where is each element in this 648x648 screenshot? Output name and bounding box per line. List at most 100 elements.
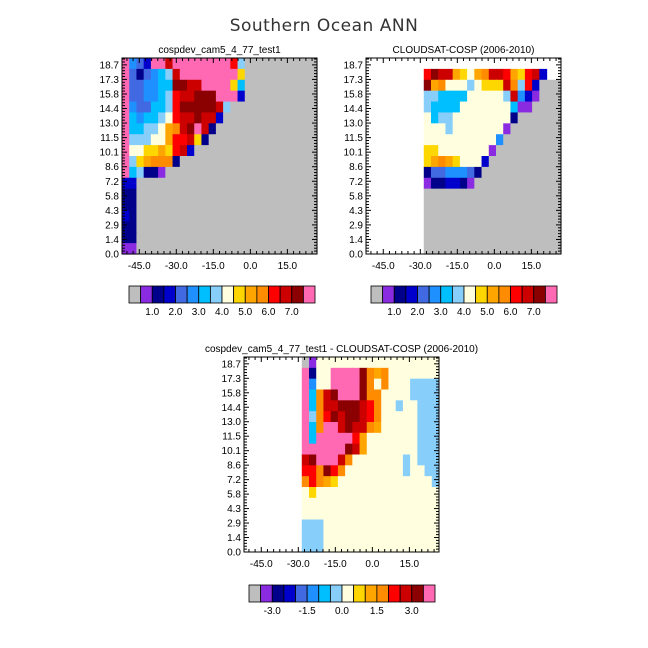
heatmap-cell xyxy=(179,188,188,201)
y-tick-label: 5.8 xyxy=(105,191,119,202)
heatmap-cell xyxy=(172,177,181,190)
heatmap-cell xyxy=(280,112,289,124)
heatmap-cell xyxy=(288,134,296,146)
heatmap-cell xyxy=(136,145,145,157)
heatmap-cell xyxy=(381,422,390,434)
heatmap-cell xyxy=(431,210,439,222)
heatmap-cell xyxy=(395,487,404,499)
heatmap-cell xyxy=(301,378,310,391)
heatmap-cell xyxy=(230,156,239,168)
heatmap-cell xyxy=(445,123,454,135)
heatmap-cell xyxy=(539,90,548,103)
panel-title: CLOUDSAT-COSP (2006-2010) xyxy=(393,45,535,56)
heatmap-cell xyxy=(187,166,195,179)
heatmap-cell xyxy=(488,123,497,135)
heatmap-cell xyxy=(179,134,188,146)
heatmap-cell xyxy=(309,177,318,190)
heatmap-cell xyxy=(424,378,433,391)
heatmap-cell xyxy=(330,508,339,521)
heatmap-cell xyxy=(129,156,138,168)
heatmap-cell xyxy=(301,411,310,423)
heatmap-cell xyxy=(402,357,411,369)
heatmap-cell xyxy=(237,156,246,168)
heatmap-cell xyxy=(179,156,188,168)
heatmap-cell xyxy=(309,378,317,391)
heatmap-cell xyxy=(302,221,311,233)
heatmap-cell xyxy=(452,243,461,255)
heatmap-cell xyxy=(424,357,433,369)
heatmap-cell xyxy=(345,443,353,456)
heatmap-cell xyxy=(208,243,217,255)
heatmap-cell xyxy=(496,210,504,222)
heatmap-cell xyxy=(150,221,159,233)
heatmap-cell xyxy=(459,210,468,222)
heatmap-cell xyxy=(215,123,224,135)
heatmap-cell xyxy=(136,134,145,146)
heatmap-cell xyxy=(280,145,289,157)
heatmap-cell xyxy=(259,232,268,244)
heatmap-cell xyxy=(517,221,526,233)
heatmap-cell xyxy=(237,166,246,179)
heatmap-cell xyxy=(510,166,519,179)
heatmap-cell xyxy=(288,79,296,92)
heatmap-cell xyxy=(230,68,239,81)
heatmap-cell xyxy=(122,156,130,168)
heatmap-cell xyxy=(510,90,519,103)
heatmap-cell xyxy=(503,232,512,244)
heatmap-cell xyxy=(302,68,311,81)
heatmap-cell xyxy=(337,487,346,499)
heatmap-cell xyxy=(474,112,483,124)
heatmap-cell xyxy=(323,443,332,456)
colorbar-swatch xyxy=(521,285,535,304)
heatmap-cell xyxy=(345,541,353,553)
heatmap-cell xyxy=(244,79,253,92)
heatmap-cell xyxy=(474,232,483,244)
heatmap-cell xyxy=(424,400,433,412)
heatmap-cell xyxy=(259,101,268,114)
heatmap-cell xyxy=(301,530,310,542)
heatmap-cell xyxy=(524,188,533,201)
heatmap-cell xyxy=(215,68,224,81)
heatmap-cell xyxy=(488,177,497,190)
heatmap-cell xyxy=(237,68,246,81)
heatmap-cell xyxy=(136,90,145,103)
heatmap-cell xyxy=(510,112,519,124)
heatmap-cell xyxy=(423,210,432,222)
heatmap-cell xyxy=(244,101,253,114)
heatmap-cell xyxy=(546,112,555,124)
heatmap-cell xyxy=(244,188,253,201)
heatmap-cell xyxy=(309,530,317,542)
heatmap-cell xyxy=(230,232,239,244)
heatmap-cell xyxy=(129,134,138,146)
heatmap-cell xyxy=(136,112,145,124)
colorbar-swatch xyxy=(291,285,304,304)
heatmap-cell xyxy=(410,378,418,391)
heatmap-cell xyxy=(459,188,468,201)
colorbar-label: 2.0 xyxy=(411,307,425,318)
colorbar-swatch xyxy=(198,285,211,304)
heatmap-cell xyxy=(201,156,210,168)
heatmap-cell xyxy=(266,232,275,244)
heatmap-cell xyxy=(309,166,318,179)
heatmap-cell xyxy=(438,68,447,81)
heatmap-cell xyxy=(553,177,562,190)
heatmap-cell xyxy=(266,101,275,114)
colorbar-swatch xyxy=(318,584,331,603)
heatmap-cell xyxy=(266,123,275,135)
heatmap-cell xyxy=(467,145,475,157)
heatmap-cell xyxy=(288,199,296,212)
heatmap-cell xyxy=(295,123,304,135)
heatmap-cell xyxy=(381,465,390,477)
heatmap-cell xyxy=(201,243,210,255)
heatmap-cell xyxy=(532,90,540,103)
heatmap-cell xyxy=(179,123,188,135)
figure-title: Southern Ocean ANN xyxy=(230,16,419,36)
heatmap-cell xyxy=(381,541,390,553)
heatmap-cell xyxy=(158,123,166,135)
colorbar: -3.0 -1.5 0.0 1.5 3.0 xyxy=(248,584,436,617)
heatmap-cell xyxy=(496,243,504,255)
colorbar-swatch xyxy=(295,584,308,603)
heatmap-cell xyxy=(230,177,239,190)
heatmap-cell xyxy=(330,487,339,499)
heatmap-cell xyxy=(280,210,289,222)
